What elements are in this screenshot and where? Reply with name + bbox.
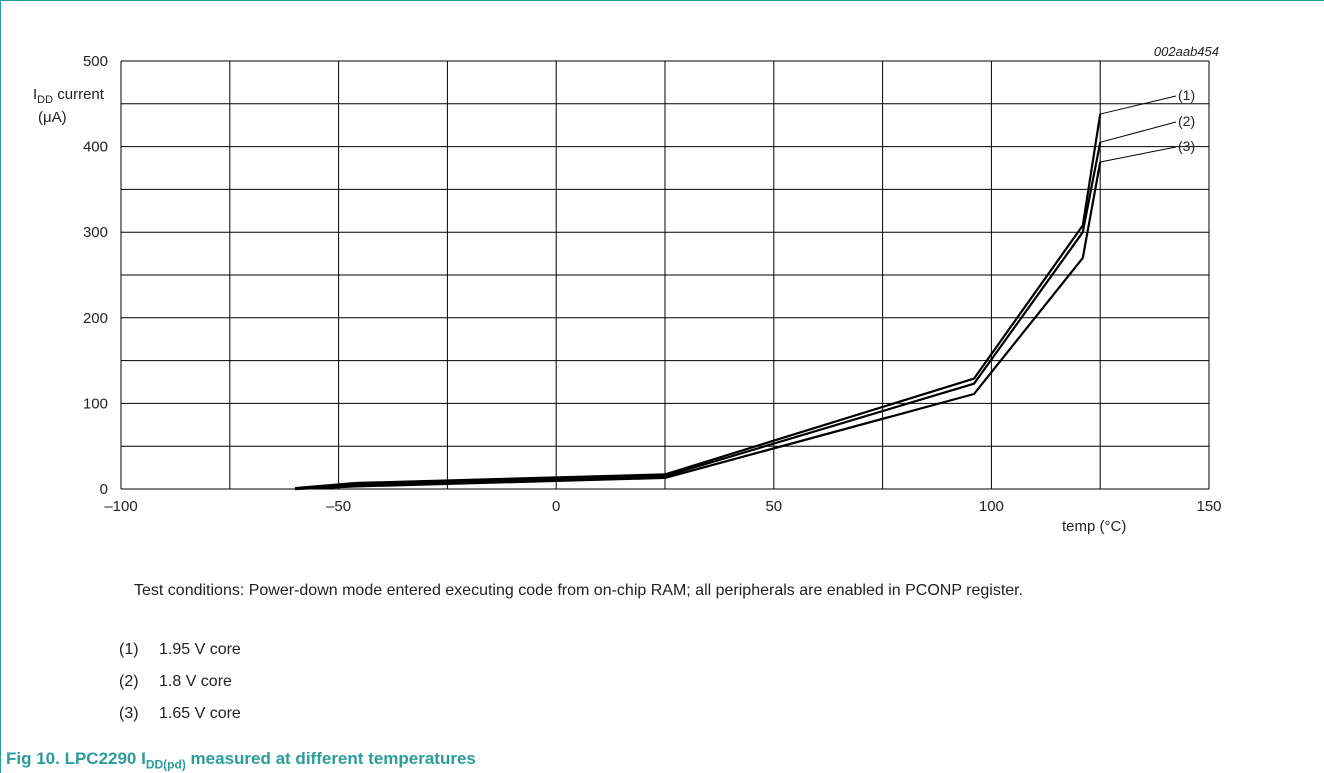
legend-item-3: (3) 1.65 V core — [119, 705, 241, 723]
y-tick-label: 200 — [83, 310, 108, 327]
series-line-1 — [295, 113, 1102, 490]
series-label: (2) — [1178, 113, 1195, 129]
y-tick-label: 100 — [83, 395, 108, 412]
x-tick-label: 50 — [765, 498, 782, 515]
y-axis-label-main: I — [33, 86, 37, 103]
legend-num: (3) — [119, 705, 139, 722]
legend-text: 1.65 V core — [159, 705, 241, 722]
callout-leader — [1100, 146, 1177, 163]
series-line-3 — [295, 161, 1102, 491]
caption-prefix: Fig 10. LPC2290 I — [6, 749, 146, 768]
figure-caption: Fig 10. LPC2290 IDD(pd) measured at diff… — [6, 749, 476, 771]
x-tick-label: 100 — [979, 498, 1004, 515]
series-label: (3) — [1178, 138, 1195, 154]
figure-id: 002aab454 — [1154, 44, 1219, 59]
legend-text: 1.95 V core — [159, 641, 241, 658]
series-line-2 — [295, 142, 1102, 491]
y-axis-label: IDD current — [33, 86, 105, 106]
legend-item-1: (1) 1.95 V core — [119, 641, 241, 659]
y-tick-label: 500 — [83, 53, 108, 70]
legend-num: (1) — [119, 641, 139, 658]
y-axis-label-sub: DD — [37, 94, 53, 106]
y-tick-label: 0 — [100, 481, 108, 498]
caption-suffix: measured at different temperatures — [185, 749, 476, 768]
y-axis-unit: (μA) — [38, 109, 67, 126]
series-label: (1) — [1178, 87, 1195, 103]
legend-text: 1.8 V core — [159, 673, 232, 690]
series-lines — [295, 113, 1102, 491]
test-conditions: Test conditions: Power-down mode entered… — [134, 582, 1024, 599]
y-tick-label: 400 — [83, 139, 108, 156]
y-tick-label: 300 — [83, 224, 108, 241]
callout-leader — [1100, 95, 1177, 115]
caption-sub: DD(pd) — [145, 757, 186, 772]
y-axis-label-rest: current — [53, 86, 105, 103]
x-tick-label: –100 — [104, 498, 137, 515]
x-tick-label: 150 — [1196, 498, 1221, 515]
x-tick-label: –50 — [326, 498, 351, 515]
legend-num: (2) — [119, 673, 139, 690]
callout-leader — [1100, 121, 1177, 143]
grid — [120, 60, 1210, 490]
legend-item-2: (2) 1.8 V core — [119, 673, 232, 691]
series-callouts: (1) (2) (3) — [1100, 87, 1195, 163]
x-axis-label: temp (°C) — [1062, 518, 1126, 535]
x-tick-label: 0 — [552, 498, 560, 515]
axis-ticks: –100 –50 0 50 100 150 0 100 200 300 400 500 — [83, 53, 1222, 515]
